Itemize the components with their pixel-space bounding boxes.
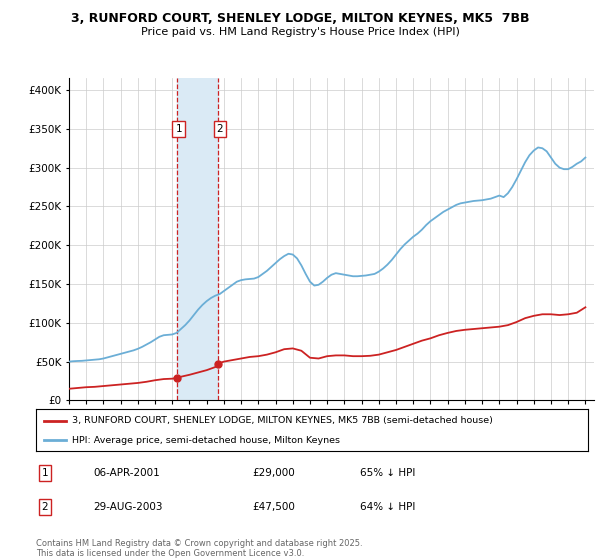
Text: 06-APR-2001: 06-APR-2001	[93, 468, 160, 478]
Text: 29-AUG-2003: 29-AUG-2003	[93, 502, 163, 512]
Text: 1: 1	[175, 124, 182, 134]
Text: 2: 2	[217, 124, 223, 134]
Text: 2: 2	[41, 502, 49, 512]
Text: 3, RUNFORD COURT, SHENLEY LODGE, MILTON KEYNES, MK5 7BB (semi-detached house): 3, RUNFORD COURT, SHENLEY LODGE, MILTON …	[72, 416, 493, 425]
Text: 64% ↓ HPI: 64% ↓ HPI	[360, 502, 415, 512]
Text: 65% ↓ HPI: 65% ↓ HPI	[360, 468, 415, 478]
Text: 1: 1	[41, 468, 49, 478]
Text: Contains HM Land Registry data © Crown copyright and database right 2025.
This d: Contains HM Land Registry data © Crown c…	[36, 539, 362, 558]
Text: £29,000: £29,000	[252, 468, 295, 478]
Text: 3, RUNFORD COURT, SHENLEY LODGE, MILTON KEYNES, MK5  7BB: 3, RUNFORD COURT, SHENLEY LODGE, MILTON …	[71, 12, 529, 25]
Text: HPI: Average price, semi-detached house, Milton Keynes: HPI: Average price, semi-detached house,…	[72, 436, 340, 445]
Bar	[177, 78, 218, 400]
Text: Price paid vs. HM Land Registry's House Price Index (HPI): Price paid vs. HM Land Registry's House …	[140, 27, 460, 37]
Text: £47,500: £47,500	[252, 502, 295, 512]
